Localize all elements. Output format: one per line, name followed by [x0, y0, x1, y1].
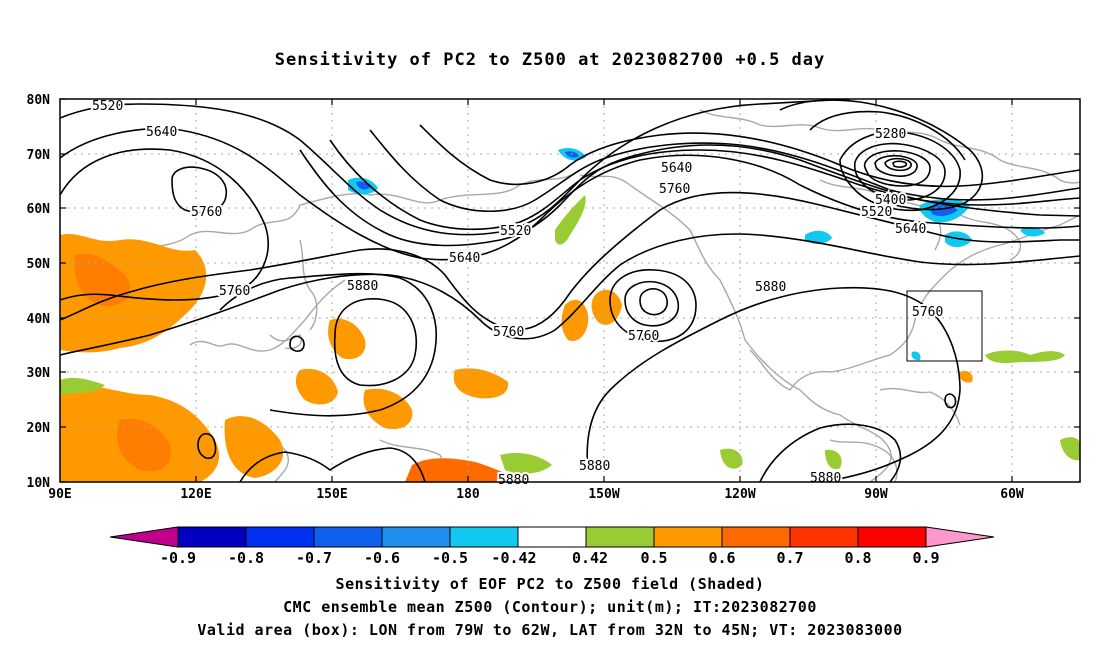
lat-label: 80N	[27, 93, 51, 108]
colorbar-label: 0.6	[708, 549, 735, 567]
colorbar-label: 0.5	[640, 549, 667, 567]
contour-label: 5640	[661, 161, 692, 176]
colorbar-swatch	[381, 526, 451, 548]
colorbar-arrow-high	[925, 526, 995, 548]
colorbar-arrow-low	[109, 526, 179, 548]
contour-label: 5760	[493, 325, 524, 340]
colorbar-swatch	[245, 526, 315, 548]
contour-labels: 5520 5640 5760 5520 5640 5760 5880 5760 …	[90, 97, 945, 490]
lat-label: 50N	[27, 257, 51, 272]
colorbar: -0.9 -0.8 -0.7 -0.6 -0.5 -0.42 0.42 0.5 …	[109, 526, 995, 567]
caption-line-2: CMC ensemble mean Z500 (Contour); unit(m…	[283, 598, 817, 616]
contour-label: 5640	[449, 251, 480, 266]
caption-line-3: Valid area (box): LON from 79W to 62W, L…	[197, 621, 903, 639]
lat-label: 10N	[27, 476, 51, 491]
colorbar-swatch	[653, 526, 723, 548]
lat-label: 60N	[27, 202, 51, 217]
contour-label: 5760	[628, 329, 659, 344]
colorbar-label: -0.6	[364, 549, 400, 567]
lon-label: 120E	[180, 487, 211, 502]
contour-label: 5760	[912, 305, 943, 320]
contour-label: 5760	[659, 182, 690, 197]
lat-label: 20N	[27, 421, 51, 436]
colorbar-swatch	[449, 526, 519, 548]
longitude-labels: 90E 120E 150E 180 150W 120W 90W 60W	[48, 487, 1024, 502]
caption-line-1: Sensitivity of EOF PC2 to Z500 field (Sh…	[335, 575, 765, 593]
map-title: Sensitivity of PC2 to Z500 at 2023082700…	[274, 50, 826, 70]
contour-label: 5640	[895, 222, 926, 237]
contour-label: 5760	[219, 284, 250, 299]
contour-label: 5640	[146, 125, 177, 140]
colorbar-label: -0.8	[228, 549, 264, 567]
latitude-labels: 80N 70N 60N 50N 40N 30N 20N 10N	[27, 93, 51, 491]
contour-label: 5280	[875, 127, 906, 142]
plot-frame	[59, 98, 1081, 483]
lon-label: 90E	[48, 487, 71, 502]
lon-label: 60W	[1000, 487, 1024, 502]
colorbar-label: -0.42	[491, 549, 536, 567]
colorbar-label: -0.5	[432, 549, 468, 567]
lon-label: 150W	[588, 487, 619, 502]
colorbar-label: 0.8	[844, 549, 871, 567]
grid-lines	[60, 99, 1080, 482]
contour-label: 5520	[500, 224, 531, 239]
lon-label: 150E	[316, 487, 347, 502]
contour-label: 5520	[861, 205, 892, 220]
lat-label: 40N	[27, 312, 51, 327]
colorbar-label: -0.9	[160, 549, 196, 567]
lat-label: 30N	[27, 366, 51, 381]
sensitivity-shading	[60, 147, 1080, 482]
colorbar-swatch	[857, 526, 927, 548]
lon-label: 90W	[864, 487, 888, 502]
contour-label: 5400	[875, 193, 906, 208]
contour-label: 5880	[579, 459, 610, 474]
colorbar-label: 0.7	[776, 549, 803, 567]
axis-ticks	[60, 98, 1080, 483]
valid-area-box	[906, 290, 983, 362]
contour-label: 5880	[755, 280, 786, 295]
contour-label: 5520	[92, 99, 123, 114]
contour-label: 5880	[810, 471, 841, 486]
colorbar-swatch	[585, 526, 655, 548]
colorbar-label: 0.42	[572, 549, 608, 567]
contour-label: 5880	[498, 473, 529, 488]
z500-contours	[60, 99, 1080, 482]
lon-label: 180	[456, 487, 480, 502]
contour-label: 5880	[347, 279, 378, 294]
lon-label: 120W	[724, 487, 755, 502]
colorbar-label: -0.7	[296, 549, 332, 567]
colorbar-label: 0.9	[912, 549, 939, 567]
lat-label: 70N	[27, 148, 51, 163]
colorbar-swatch	[177, 526, 247, 548]
colorbar-swatch	[517, 526, 587, 548]
colorbar-swatch	[789, 526, 859, 548]
colorbar-swatch	[721, 526, 791, 548]
colorbar-swatch	[313, 526, 383, 548]
contour-label: 5760	[191, 205, 222, 220]
